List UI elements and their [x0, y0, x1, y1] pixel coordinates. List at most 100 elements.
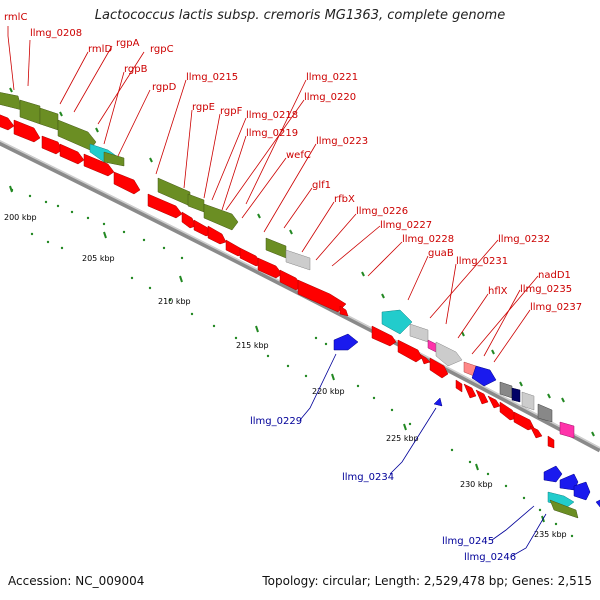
- feature-rgpB[interactable]: [103, 151, 125, 167]
- tick-labels: 200 kbp 205 kbp 210 kbp 215 kbp 220 kbp …: [4, 213, 567, 539]
- gene-label-llmg-0221[interactable]: llmg_0221: [306, 72, 358, 83]
- backbone-highlight: [0, 140, 600, 449]
- gc-band-outer: [9, 87, 595, 437]
- cds[interactable]: [0, 114, 15, 131]
- gene-label-rfbX[interactable]: rfbX: [334, 194, 355, 205]
- tick-label: 200 kbp: [4, 213, 37, 222]
- feature-rmlD[interactable]: [39, 107, 59, 131]
- gene-label-rgpA[interactable]: rgpA: [116, 38, 140, 49]
- gene-label-llmg-0220[interactable]: llmg_0220: [304, 92, 356, 103]
- cds[interactable]: [257, 257, 283, 279]
- cds[interactable]: [147, 193, 183, 219]
- label-leaders-top: [7, 26, 539, 363]
- feature-llmg-0218[interactable]: [265, 237, 287, 259]
- tick-label: 225 kbp: [386, 434, 419, 443]
- gene-label-llmg-0219[interactable]: llmg_0219: [246, 128, 298, 139]
- feature-llmg-0246[interactable]: [549, 499, 579, 519]
- gene-label-llmg-0218[interactable]: llmg_0218: [246, 110, 298, 121]
- gene-label-llmg-0235[interactable]: llmg_0235: [520, 284, 572, 295]
- cds[interactable]: [475, 389, 489, 405]
- tick-label: 230 kbp: [460, 480, 493, 489]
- gene-label-llmg-0227[interactable]: llmg_0227: [380, 220, 432, 231]
- feature-track-inner: [333, 333, 600, 519]
- feature-llmg-0235[interactable]: [471, 365, 497, 387]
- label-leaders-bottom: [299, 353, 547, 557]
- gene-label-wefC[interactable]: wefC: [286, 150, 311, 161]
- cds[interactable]: [41, 135, 63, 155]
- feature-rgpE[interactable]: [203, 203, 239, 231]
- gene-label-llmg-0226[interactable]: llmg_0226: [356, 206, 408, 217]
- feature-hflX[interactable]: [435, 341, 463, 367]
- cds-track: [0, 114, 555, 449]
- cds[interactable]: [513, 411, 535, 431]
- gene-label-rmlD[interactable]: rmlD: [88, 44, 112, 55]
- cds[interactable]: [59, 143, 85, 165]
- gene-label-guaB[interactable]: guaB: [428, 248, 454, 259]
- feature-llmg-0208[interactable]: [19, 99, 41, 125]
- feature-grey-c[interactable]: [537, 403, 553, 423]
- gene-label-rgpD[interactable]: rgpD: [152, 82, 177, 93]
- gene-label-rgpF[interactable]: rgpF: [220, 106, 243, 117]
- tick-label: 215 kbp: [236, 341, 269, 350]
- labels-top: rmlC llmg_0208 rmlD rgpA rgpC rgpB rgpD …: [4, 12, 582, 313]
- feature-llmg-0234[interactable]: [433, 397, 443, 407]
- gene-label-llmg-0245[interactable]: llmg_0245: [442, 536, 494, 547]
- cds[interactable]: [529, 425, 543, 439]
- feature-blue-245a[interactable]: [543, 465, 563, 483]
- topology-text: Topology: circular; Length: 2,529,478 bp…: [262, 574, 592, 588]
- cds[interactable]: [113, 171, 141, 195]
- gene-label-llmg-0231[interactable]: llmg_0231: [456, 256, 508, 267]
- gene-label-llmg-0232[interactable]: llmg_0232: [498, 234, 550, 245]
- feature-guaB[interactable]: [381, 309, 413, 335]
- feature-track-outer: [0, 92, 575, 439]
- cds[interactable]: [13, 119, 41, 143]
- tick-label: 210 kbp: [158, 297, 191, 306]
- cds[interactable]: [207, 225, 227, 245]
- feature-grey-a[interactable]: [511, 387, 521, 403]
- feature-llmg-0232[interactable]: [427, 339, 437, 353]
- cds[interactable]: [181, 211, 197, 229]
- feature-llmg-0215[interactable]: [187, 193, 205, 213]
- gene-label-llmg-0246[interactable]: llmg_0246: [464, 552, 516, 563]
- gene-label-rgpC[interactable]: rgpC: [150, 44, 174, 55]
- gene-label-nadD1[interactable]: nadD1: [538, 270, 571, 281]
- gene-label-glf1[interactable]: glf1: [312, 180, 331, 191]
- tick-label: 235 kbp: [534, 530, 567, 539]
- cds[interactable]: [397, 339, 423, 363]
- feature-magenta-c[interactable]: [559, 421, 575, 439]
- cds[interactable]: [547, 435, 555, 449]
- cds[interactable]: [455, 379, 463, 393]
- gene-label-llmg-0228[interactable]: llmg_0228: [402, 234, 454, 245]
- cds[interactable]: [371, 325, 397, 347]
- gene-label-llmg-0229[interactable]: llmg_0229: [250, 416, 302, 427]
- tick-label: 205 kbp: [82, 254, 115, 263]
- backbone: [0, 140, 600, 453]
- gene-label-rgpB[interactable]: rgpB: [124, 64, 148, 75]
- gene-label-llmg-0223[interactable]: llmg_0223: [316, 136, 368, 147]
- tick-label: 220 kbp: [312, 387, 345, 396]
- cds[interactable]: [463, 383, 477, 399]
- gene-label-llmg-0237[interactable]: llmg_0237: [530, 302, 582, 313]
- feature-rmlC[interactable]: [0, 92, 23, 111]
- cds[interactable]: [83, 153, 115, 177]
- gene-label-llmg-0234[interactable]: llmg_0234: [342, 472, 394, 483]
- feature-grey-b[interactable]: [521, 391, 535, 411]
- cds[interactable]: [429, 357, 449, 379]
- feature-llmg-0231[interactable]: [409, 323, 429, 343]
- feature-blue-245c[interactable]: [573, 481, 591, 501]
- labels-bottom: llmg_0229 llmg_0234 llmg_0245 llmg_0246: [250, 416, 516, 563]
- feature-blue-edge[interactable]: [595, 498, 600, 512]
- cds[interactable]: [339, 305, 349, 317]
- gene-label-rmlC[interactable]: rmlC: [4, 12, 27, 23]
- scale-dots: [10, 188, 574, 538]
- gene-label-llmg-0208[interactable]: llmg_0208: [30, 28, 82, 39]
- gene-label-llmg-0215[interactable]: llmg_0215: [186, 72, 238, 83]
- map-title: Lactococcus lactis subsp. cremoris MG136…: [94, 8, 506, 23]
- feature-llmg-0229[interactable]: [333, 333, 359, 351]
- gene-label-hflX[interactable]: hflX: [488, 286, 508, 297]
- feature-llmg-0219[interactable]: [285, 249, 311, 271]
- gene-label-rgpE[interactable]: rgpE: [192, 102, 215, 113]
- accession-text: Accession: NC_009004: [8, 574, 145, 588]
